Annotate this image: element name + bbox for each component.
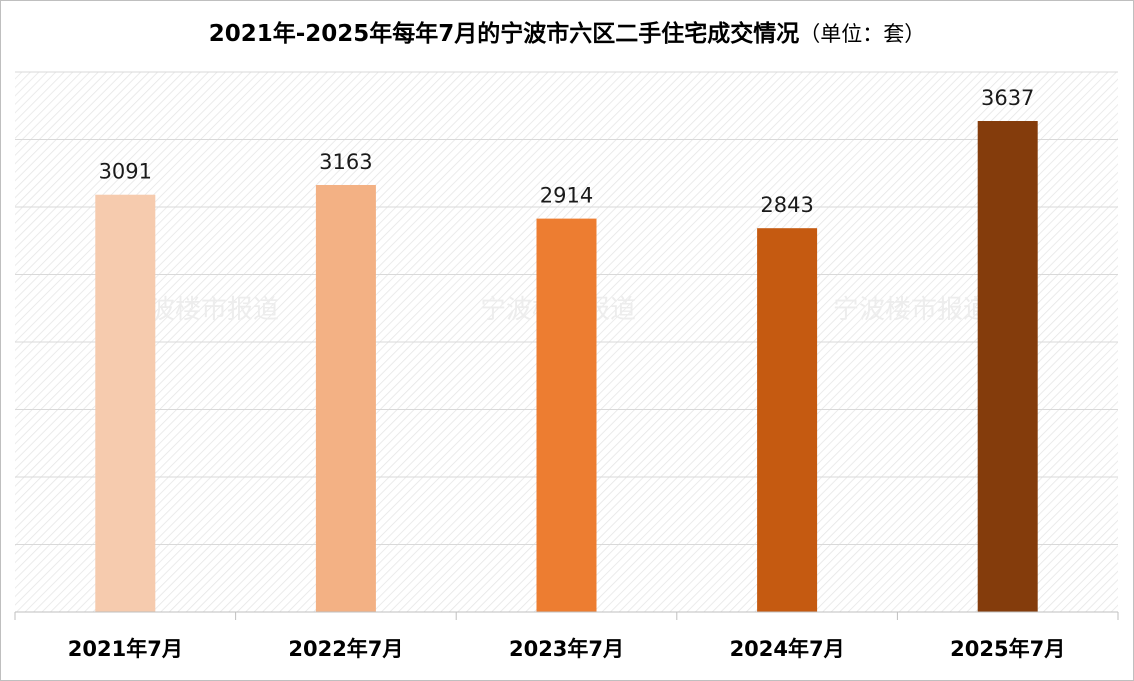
data-labels: 3091 3163 2914 2843 3637	[99, 86, 1035, 217]
bars	[95, 121, 1038, 613]
bar	[757, 228, 818, 612]
data-label: 3637	[981, 86, 1034, 110]
data-label: 2914	[540, 184, 593, 208]
bar	[977, 121, 1038, 612]
bar	[536, 218, 597, 613]
data-label: 2843	[760, 193, 813, 217]
watermark-text: 宁波楼市报道	[833, 295, 989, 325]
x-tick-label: 2022年7月	[288, 637, 403, 661]
x-tick-label: 2024年7月	[730, 637, 845, 661]
x-tick-label: 2021年7月	[68, 637, 183, 661]
data-label: 3163	[319, 150, 372, 174]
data-label: 3091	[99, 160, 152, 184]
x-tick-label: 2023年7月	[509, 637, 624, 661]
bar	[95, 194, 156, 612]
x-axis: 2021年7月 2022年7月 2023年7月 2024年7月 2025年7月	[14, 611, 1119, 661]
chart-title-main: 2021年-2025年每年7月的宁波市六区二手住宅成交情况	[208, 21, 800, 47]
bar	[315, 184, 376, 612]
chart-title-unit: （单位：套）	[799, 22, 926, 46]
x-tick-label: 2025年7月	[950, 637, 1065, 661]
chart-title: 2021年-2025年每年7月的宁波市六区二手住宅成交情况（单位：套）	[0, 14, 1134, 48]
